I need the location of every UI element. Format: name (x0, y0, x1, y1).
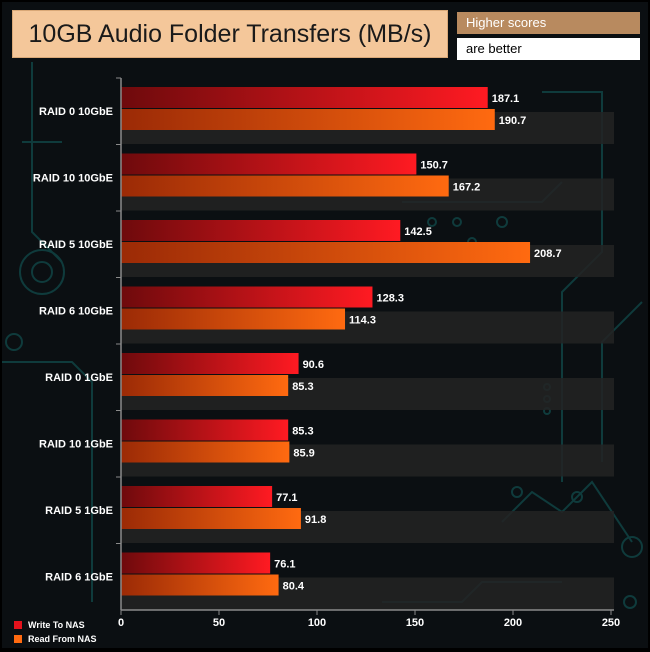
decor-circle (496, 216, 508, 228)
bar (121, 353, 299, 374)
category-label: RAID 5 10GbE (39, 239, 113, 251)
value-label: 167.2 (453, 182, 481, 194)
decor-circle (452, 217, 462, 227)
bar (121, 419, 289, 441)
chart-title: 10GB Audio Folder Transfers (MB/s) (12, 10, 448, 58)
bar (121, 109, 495, 130)
decor-circle (623, 595, 637, 609)
decor-circle (5, 333, 23, 351)
value-label: 208.7 (534, 248, 562, 260)
value-label: 150.7 (420, 160, 448, 172)
bar (121, 242, 531, 263)
decor-circle (19, 249, 65, 295)
legend-swatch-read (14, 635, 22, 643)
legend-label-read: Read From NAS (28, 634, 97, 644)
bar (121, 552, 271, 574)
category-label: RAID 6 1GbE (45, 572, 113, 584)
bar (121, 87, 488, 108)
category-label: RAID 6 10GbE (39, 306, 113, 318)
value-label: 142.5 (404, 226, 432, 238)
value-label: 80.4 (283, 581, 305, 593)
value-label: 190.7 (499, 115, 527, 127)
legend-label-write: Write To NAS (28, 620, 85, 630)
x-tick-label: 0 (118, 617, 124, 629)
category-label: RAID 0 1GbE (45, 372, 113, 384)
x-tick-label: 250 (602, 617, 620, 629)
decor-trace (2, 361, 93, 602)
value-label: 85.9 (293, 448, 314, 460)
bars: 187.1 150.7 142.5 128.3 90.6 85.3 77.1 76.1 190.… (121, 87, 562, 596)
bar (121, 220, 401, 241)
legend-item-read: Read From NAS (14, 634, 97, 644)
category-label: RAID 10 1GbE (39, 439, 113, 451)
value-label: 76.1 (274, 559, 295, 571)
value-label: 90.6 (303, 359, 324, 371)
category-label: RAID 5 1GbE (45, 505, 113, 517)
category-label: RAID 10 10GbE (33, 173, 113, 185)
value-label: 187.1 (492, 93, 520, 105)
value-label: 91.8 (305, 514, 326, 526)
decor-circle (31, 261, 53, 283)
legend-item-write: Write To NAS (14, 620, 97, 630)
value-label: 85.3 (292, 381, 313, 393)
x-tick-label: 200 (504, 617, 522, 629)
legend-swatch-write (14, 621, 22, 629)
decor-trace (31, 62, 63, 263)
bar (121, 486, 273, 507)
decor-trace (542, 91, 603, 482)
decor-circle (427, 217, 437, 227)
note-are-better: are better (457, 38, 640, 60)
bar (121, 574, 279, 596)
bar (121, 441, 290, 463)
bar (121, 175, 449, 197)
bar (121, 375, 289, 396)
bar (121, 153, 417, 175)
bar (121, 308, 346, 330)
bar (121, 508, 301, 529)
x-tick-label: 150 (406, 617, 424, 629)
decor-circle (621, 536, 643, 558)
decor-circle (511, 486, 523, 498)
value-label: 114.3 (349, 315, 376, 327)
value-label: 128.3 (376, 293, 404, 305)
value-label: 85.3 (292, 426, 313, 438)
note-higher-scores: Higher scores (457, 12, 640, 34)
bar (121, 286, 373, 308)
decor-circle (571, 491, 583, 503)
legend: Write To NAS Read From NAS (14, 616, 97, 644)
x-tick-label: 100 (308, 617, 326, 629)
x-tick-label: 50 (213, 617, 225, 629)
axes: RAID 0 10GbE RAID 10 10GbE RAID 5 10GbE RAI… (33, 77, 620, 629)
value-label: 77.1 (276, 492, 297, 504)
category-label: RAID 0 10GbE (39, 106, 113, 118)
